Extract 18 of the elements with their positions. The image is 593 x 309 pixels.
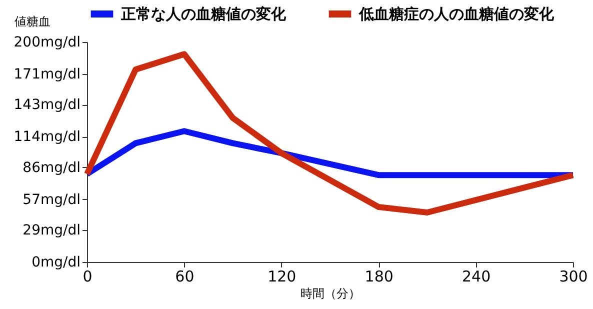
y-tick-label: 114mg/dl [14,129,80,146]
x-tick-label: 120 [268,268,296,286]
y-tick-label: 143mg/dl [14,97,80,114]
y-tick-label: 0mg/dl [32,254,80,270]
y-tick-label: 57mg/dl [22,192,80,208]
x-tick-label: 180 [364,268,394,286]
x-axis-title: 時間（分） [300,286,360,300]
y-axis-title: 値糖血 [14,14,50,28]
y-tick-label: 86mg/dl [22,160,80,176]
y-tick-label: 200mg/dl [14,34,80,50]
x-tick-label: 0 [82,268,92,286]
legend-label: 低血糖症の人の血糖値の変化 [358,5,555,23]
y-tick-label: 171mg/dl [14,66,80,82]
x-tick-label: 300 [559,268,588,286]
x-tick-label: 240 [462,268,491,286]
y-tick-label: 29mg/dl [22,222,80,239]
legend-label: 正常な人の血糖値の変化 [120,5,287,23]
x-tick-label: 60 [175,268,194,286]
